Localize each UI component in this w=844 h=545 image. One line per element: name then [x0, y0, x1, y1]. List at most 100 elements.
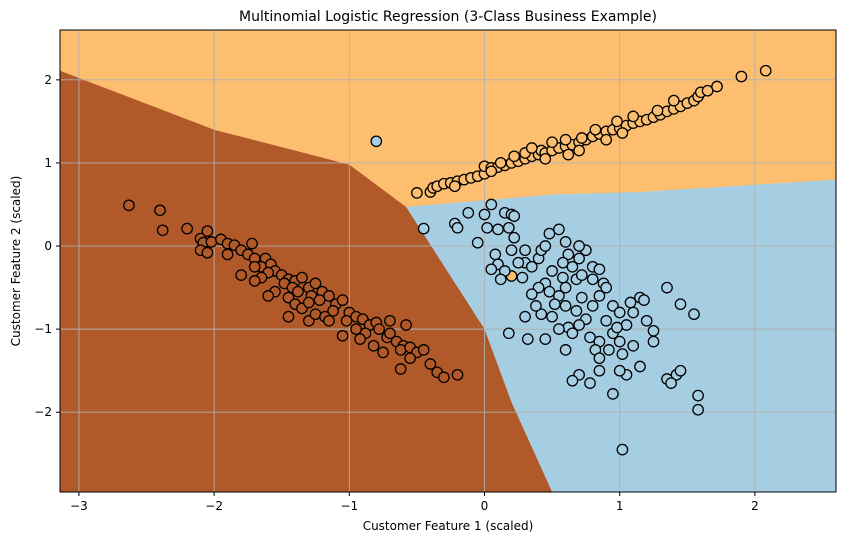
- data-point: [525, 288, 538, 301]
- gridlines: [60, 30, 836, 492]
- data-point: [525, 142, 538, 154]
- data-point: [485, 198, 498, 211]
- data-point: [553, 223, 565, 236]
- data-point: [201, 225, 214, 237]
- data-point: [735, 70, 748, 83]
- data-point: [627, 306, 640, 319]
- x-axis-title: Customer Feature 1 (scaled): [363, 519, 534, 533]
- y-tick-label: −1: [34, 322, 52, 336]
- data-point: [502, 221, 515, 234]
- data-point: [535, 308, 548, 321]
- data-point: [154, 204, 166, 217]
- scatter-points: [123, 64, 772, 456]
- data-point: [559, 133, 572, 146]
- data-point: [424, 358, 437, 370]
- data-point: [539, 240, 552, 252]
- data-point: [573, 144, 585, 157]
- data-point: [530, 300, 542, 312]
- data-point: [616, 127, 629, 139]
- data-point: [603, 344, 615, 356]
- data-point: [616, 348, 629, 360]
- x-tick-label: −2: [205, 499, 223, 513]
- data-point: [546, 265, 558, 277]
- plot-frame: [59, 29, 837, 493]
- data-point: [123, 199, 135, 212]
- data-point: [502, 327, 515, 340]
- data-point: [613, 335, 626, 348]
- data-point: [296, 271, 308, 284]
- y-axis-title: Customer Feature 2 (scaled): [9, 176, 23, 347]
- data-point: [620, 319, 633, 331]
- data-point: [624, 296, 637, 309]
- data-point: [370, 135, 383, 148]
- data-point: [451, 221, 464, 234]
- data-point: [485, 263, 498, 276]
- data-point: [584, 331, 596, 344]
- data-point: [573, 252, 585, 265]
- data-point: [181, 222, 193, 235]
- data-point: [516, 271, 529, 284]
- y-axis-ticks: −2 −1 0 1 2: [34, 73, 60, 419]
- data-point: [600, 133, 613, 146]
- data-point: [661, 281, 673, 294]
- data-point: [471, 236, 484, 249]
- data-point: [607, 388, 619, 400]
- data-point: [692, 389, 704, 402]
- data-point: [336, 294, 349, 306]
- data-point: [647, 335, 660, 348]
- data-point: [323, 290, 335, 302]
- data-point: [400, 319, 412, 331]
- data-point: [448, 180, 461, 193]
- data-point: [613, 364, 626, 377]
- data-point: [667, 94, 680, 107]
- data-point: [627, 110, 640, 123]
- data-point: [589, 123, 602, 136]
- data-point: [292, 285, 304, 298]
- data-point: [665, 377, 677, 389]
- y-tick-label: 1: [44, 156, 52, 170]
- data-point: [575, 132, 588, 144]
- data-point: [282, 310, 295, 323]
- data-point: [246, 237, 258, 250]
- data-point: [519, 244, 531, 257]
- data-point: [562, 248, 575, 261]
- data-point: [340, 314, 353, 327]
- data-point: [417, 222, 430, 235]
- data-point: [494, 157, 507, 169]
- data-point: [559, 281, 572, 294]
- data-point: [616, 443, 629, 456]
- data-point: [711, 80, 723, 93]
- data-point: [575, 291, 588, 304]
- data-point: [573, 319, 585, 331]
- data-point: [302, 296, 315, 309]
- data-point: [519, 310, 531, 323]
- data-point: [692, 403, 704, 416]
- data-point: [586, 273, 599, 286]
- data-point: [674, 298, 687, 311]
- data-point: [553, 323, 565, 335]
- data-point: [674, 364, 687, 377]
- data-point: [640, 314, 653, 327]
- data-point: [481, 221, 494, 234]
- data-point: [543, 227, 556, 240]
- data-point: [248, 260, 261, 273]
- data-point: [539, 152, 552, 165]
- chart-title: Multinomial Logistic Regression (3-Class…: [239, 9, 657, 25]
- data-point: [566, 260, 579, 273]
- data-point: [525, 260, 538, 273]
- data-point: [438, 371, 450, 384]
- data-point: [570, 305, 583, 317]
- data-point: [688, 308, 700, 321]
- data-point: [221, 248, 234, 261]
- data-point: [557, 271, 569, 284]
- data-point: [394, 363, 407, 375]
- data-point: [586, 300, 599, 312]
- data-point: [701, 84, 714, 97]
- data-point: [492, 223, 504, 236]
- data-point: [323, 314, 335, 327]
- data-point: [543, 285, 556, 298]
- data-point: [508, 150, 521, 163]
- decision-regions: [60, 30, 836, 492]
- data-point: [562, 148, 575, 161]
- data-point: [539, 333, 552, 345]
